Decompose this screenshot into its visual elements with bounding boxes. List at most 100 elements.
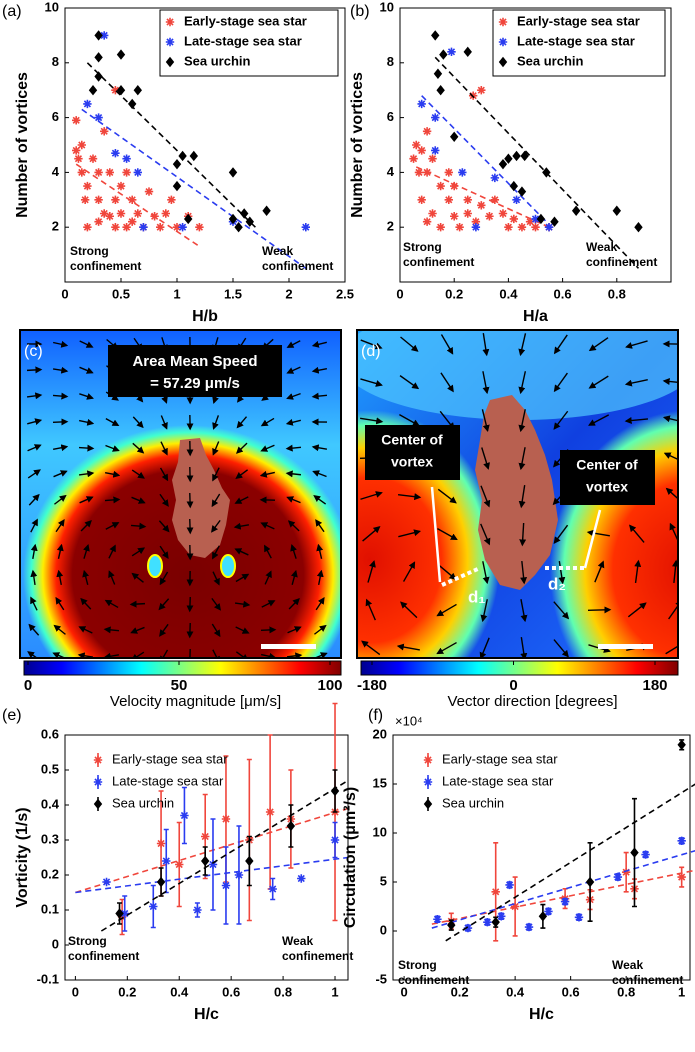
y-axis-label: Number of vortices	[349, 72, 366, 218]
flow-arrow	[672, 559, 678, 584]
flow-arrow	[55, 519, 65, 533]
data-point	[245, 216, 254, 227]
legend-label: Late-stage sea star	[184, 33, 302, 48]
flow-arrow	[54, 494, 67, 505]
data-point	[560, 897, 570, 906]
data-point	[512, 195, 521, 204]
data-point	[455, 223, 464, 232]
x-axis-label: H/c	[529, 1006, 554, 1023]
flow-arrow	[77, 652, 94, 658]
colorbar-tick-label: -180	[357, 677, 387, 694]
x-tick-label: 0.6	[562, 984, 580, 999]
data-point	[262, 205, 271, 216]
y-multiplier: ×10⁴	[395, 713, 423, 728]
data-point	[517, 186, 527, 197]
flow-arrow	[520, 637, 528, 658]
flow-arrow	[594, 560, 605, 583]
data-point	[234, 222, 243, 233]
y-tick-label: 10	[380, 0, 394, 14]
y-tick-label: 6	[52, 109, 59, 124]
data-point	[116, 85, 126, 96]
x-tick-label: 2	[285, 286, 292, 301]
flow-arrow	[663, 452, 678, 461]
flow-arrow	[481, 447, 490, 470]
data-point	[498, 209, 508, 218]
data-point	[463, 923, 473, 933]
flow-arrow	[288, 598, 300, 610]
x-tick-label: 0.5	[112, 286, 130, 301]
colorbar	[360, 660, 679, 676]
data-point	[509, 180, 519, 192]
flow-arrow	[159, 649, 169, 658]
flow-arrow	[312, 470, 327, 478]
data-point	[613, 872, 623, 882]
weak-confinement-label: confinement	[282, 949, 353, 963]
flow-arrow	[311, 392, 328, 400]
data-point	[83, 181, 92, 191]
flow-arrow	[235, 573, 250, 583]
flow-arrow	[290, 543, 297, 559]
x-tick-label: 0.2	[118, 984, 136, 999]
fit-line	[81, 108, 307, 269]
legend-label: Early-stage sea star	[184, 13, 307, 28]
data-point	[72, 116, 81, 125]
legend-marker	[165, 17, 175, 27]
data-point	[149, 902, 158, 911]
flow-field-image	[20, 330, 341, 658]
weak-confinement-label: Weak	[262, 244, 293, 258]
flow-arrow	[260, 444, 275, 452]
flow-arrow	[129, 600, 146, 608]
flow-arrow	[159, 467, 169, 482]
flow-arrow	[212, 441, 220, 456]
data-point	[111, 86, 120, 95]
data-point	[80, 195, 90, 204]
data-point	[417, 195, 426, 204]
data-point	[463, 46, 472, 58]
flow-arrow	[399, 375, 420, 390]
flow-arrow	[30, 596, 38, 611]
data-point	[428, 154, 437, 163]
flow-arrow	[287, 520, 300, 532]
data-point	[221, 881, 231, 890]
weak-confinement-label: Weak	[282, 934, 313, 948]
fit-line	[75, 163, 200, 248]
data-point	[83, 223, 92, 232]
data-point	[172, 158, 182, 170]
data-point	[524, 922, 534, 932]
strong-confinement-label: confinement	[398, 973, 469, 987]
flow-arrow	[234, 496, 249, 504]
flow-arrow	[159, 623, 169, 637]
flow-arrow	[56, 543, 64, 559]
legend-label: Late-stage sea star	[112, 773, 224, 788]
flow-arrow	[212, 415, 220, 430]
flow-arrow	[78, 444, 95, 452]
y-tick-label: 8	[52, 54, 59, 69]
data-point	[428, 209, 437, 218]
y-tick-label: 15	[373, 775, 387, 790]
flow-arrow	[78, 470, 95, 478]
y-tick-label: 0.6	[41, 726, 59, 741]
x-tick-label: 0	[72, 984, 79, 999]
data-point	[172, 180, 182, 192]
data-point	[458, 168, 467, 177]
data-point	[485, 212, 494, 221]
flow-arrow	[518, 485, 526, 509]
data-point	[517, 223, 527, 232]
data-point	[74, 154, 83, 163]
x-tick-label: 0.6	[554, 286, 572, 301]
data-point	[450, 181, 459, 191]
legend-label: Sea urchin	[517, 53, 584, 68]
flow-arrow	[158, 598, 170, 611]
flow-arrow	[400, 336, 419, 352]
legend-marker	[423, 798, 433, 810]
flow-arrow	[665, 487, 678, 500]
data-point	[161, 209, 170, 218]
data-point	[221, 814, 231, 824]
data-point	[422, 217, 432, 226]
flow-arrow	[186, 518, 194, 535]
legend-label: Sea urchin	[112, 795, 174, 810]
data-point	[139, 223, 148, 232]
flow-arrow	[286, 340, 301, 348]
y-tick-label: 10	[373, 824, 387, 839]
data-point	[422, 127, 432, 136]
